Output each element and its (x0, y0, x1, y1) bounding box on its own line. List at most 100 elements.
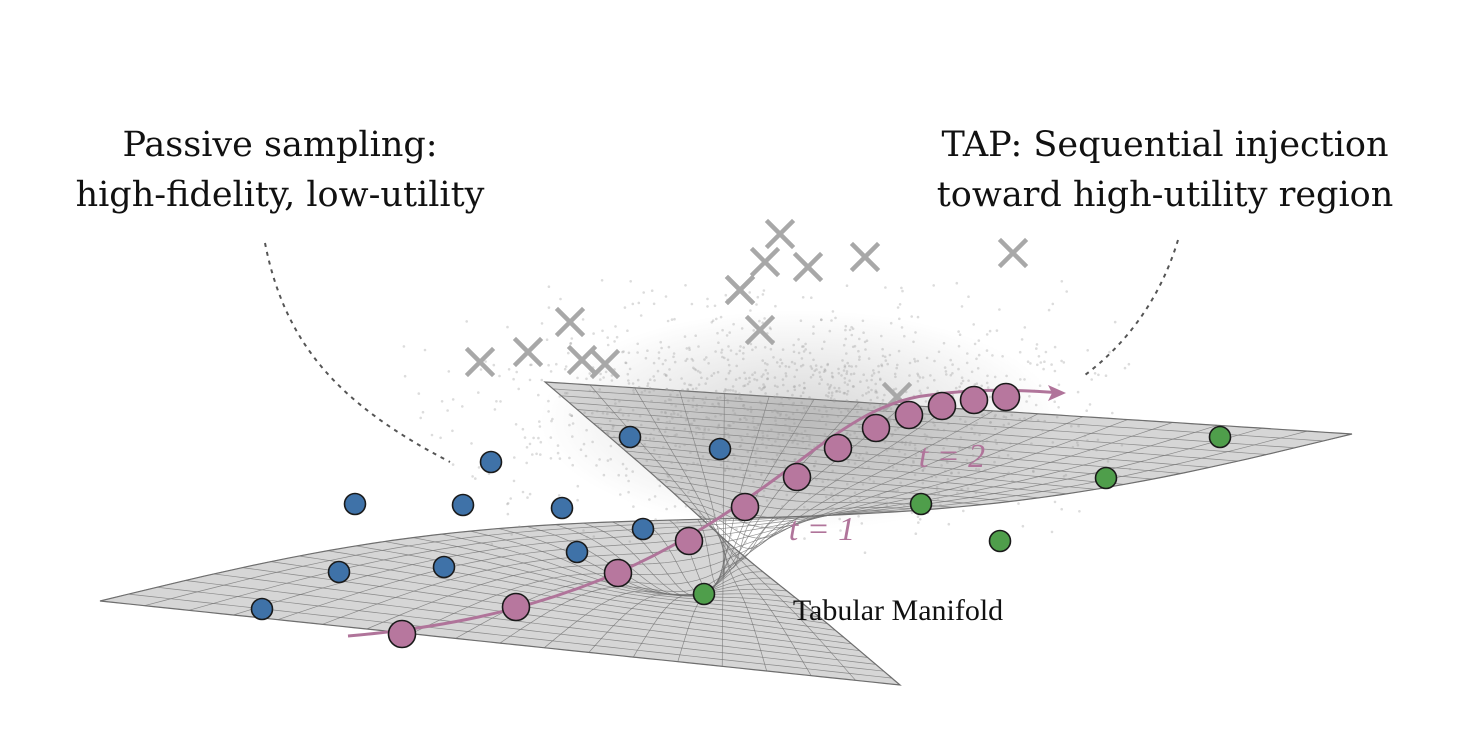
cloud-sample-dot (743, 371, 746, 375)
cloud-sample-dot (1086, 349, 1089, 352)
cloud-sample-dot (840, 374, 843, 377)
cloud-sample-dot (1083, 434, 1087, 438)
cloud-sample-dot (742, 403, 746, 407)
cloud-sample-dot (1021, 524, 1025, 528)
cloud-sample-dot (808, 435, 811, 438)
cloud-sample-dot (946, 477, 950, 481)
cloud-sample-dot (914, 532, 918, 535)
cloud-sample-dot (869, 398, 873, 402)
cloud-sample-dot (950, 471, 953, 475)
cloud-sample-dot (878, 494, 881, 498)
cloud-sample-dot (677, 497, 681, 500)
cloud-sample-dot (707, 428, 710, 432)
cloud-sample-dot (477, 466, 481, 469)
cloud-sample-dot (695, 408, 698, 411)
cloud-sample-dot (974, 491, 978, 495)
cloud-sample-dot (823, 432, 827, 436)
cloud-sample-dot (793, 375, 796, 379)
cloud-sample-dot (830, 375, 834, 378)
cloud-sample-dot (763, 386, 766, 389)
cloud-sample-dot (507, 368, 511, 371)
manifold-grid-line (270, 561, 852, 645)
cloud-sample-dot (1038, 384, 1042, 388)
cloud-sample-dot (549, 436, 553, 439)
cloud-sample-dot (850, 365, 853, 368)
cloud-sample-dot (571, 422, 575, 425)
cloud-sample-dot (744, 377, 748, 380)
tap-sample-point (603, 558, 633, 588)
cloud-sample-dot (792, 343, 795, 347)
cloud-sample-dot (538, 425, 542, 428)
cloud-sample-dot (636, 342, 639, 346)
cloud-sample-dot (892, 489, 895, 493)
cloud-sample-dot (1030, 442, 1033, 446)
cloud-sample-dot (991, 354, 994, 357)
cloud-sample-dot (673, 505, 677, 508)
cloud-sample-dot (649, 432, 653, 436)
cloud-sample-dot (720, 348, 724, 352)
cloud-sample-dot (808, 492, 811, 496)
cloud-sample-dot (668, 368, 671, 371)
cloud-sample-dot (739, 444, 743, 448)
cloud-sample-dot (845, 372, 848, 376)
cloud-sample-dot (540, 378, 544, 382)
cloud-sample-dot (1060, 507, 1063, 511)
cloud-sample-dot (652, 302, 656, 306)
cloud-sample-dot (753, 378, 756, 381)
cloud-sample-dot (1043, 360, 1046, 364)
cloud-sample-dot (1060, 280, 1064, 283)
cloud-sample-dot (865, 451, 868, 454)
cloud-sample-dot (592, 390, 596, 394)
cloud-sample-dot (423, 348, 427, 352)
cloud-sample-dot (751, 420, 755, 423)
cloud-sample-dot (836, 389, 839, 393)
cloud-sample-dot (631, 408, 635, 412)
cloud-sample-dot (732, 475, 735, 479)
cloud-sample-dot (752, 329, 755, 332)
cloud-sample-dot (539, 453, 542, 456)
cloud-sample-dot (727, 467, 731, 471)
cloud-sample-dot (830, 494, 833, 498)
cloud-sample-dot (860, 406, 863, 410)
cloud-sample-dot (954, 386, 958, 390)
cloud-sample-dot (850, 325, 853, 329)
passive-caption-line-2: high-fidelity, low-utility (75, 175, 485, 215)
cloud-sample-dot (538, 420, 541, 423)
high-utility-sample-point (692, 582, 716, 606)
cloud-sample-dot (1044, 350, 1048, 354)
cloud-sample-dot (692, 395, 696, 399)
cloud-sample-dot (826, 383, 830, 386)
cloud-sample-dot (803, 429, 807, 433)
cloud-sample-dot (815, 368, 818, 371)
cloud-sample-dot (605, 431, 609, 434)
cloud-sample-dot (484, 360, 487, 363)
cloud-sample-dot (688, 383, 691, 387)
cloud-sample-dot (818, 419, 821, 422)
cloud-sample-dot (889, 407, 893, 410)
cloud-sample-dot (859, 453, 862, 456)
cloud-sample-dot (669, 398, 673, 402)
cloud-sample-dot (872, 480, 876, 484)
cloud-sample-dot (925, 447, 928, 450)
cloud-sample-dot (569, 342, 572, 345)
cloud-sample-dot (738, 466, 742, 470)
cloud-sample-dot (1123, 366, 1127, 370)
cloud-sample-dot (1043, 419, 1046, 423)
cloud-sample-dot (958, 445, 961, 449)
cloud-sample-dot (846, 409, 850, 413)
cloud-sample-dot (1088, 403, 1092, 406)
cloud-sample-dot (1002, 475, 1005, 478)
cloud-sample-dot (766, 363, 769, 366)
cloud-sample-dot (727, 363, 731, 367)
cloud-sample-dot (916, 379, 920, 383)
cloud-sample-dot (901, 289, 904, 293)
cloud-sample-dot (625, 467, 628, 471)
cloud-sample-dot (782, 458, 786, 462)
cloud-sample-dot (973, 423, 976, 427)
cloud-sample-dot (576, 376, 579, 380)
cloud-sample-dot (877, 370, 881, 374)
cloud-sample-dot (895, 468, 898, 472)
cloud-sample-dot (805, 434, 809, 438)
cloud-sample-dot (626, 372, 630, 376)
cloud-sample-dot (932, 421, 935, 424)
